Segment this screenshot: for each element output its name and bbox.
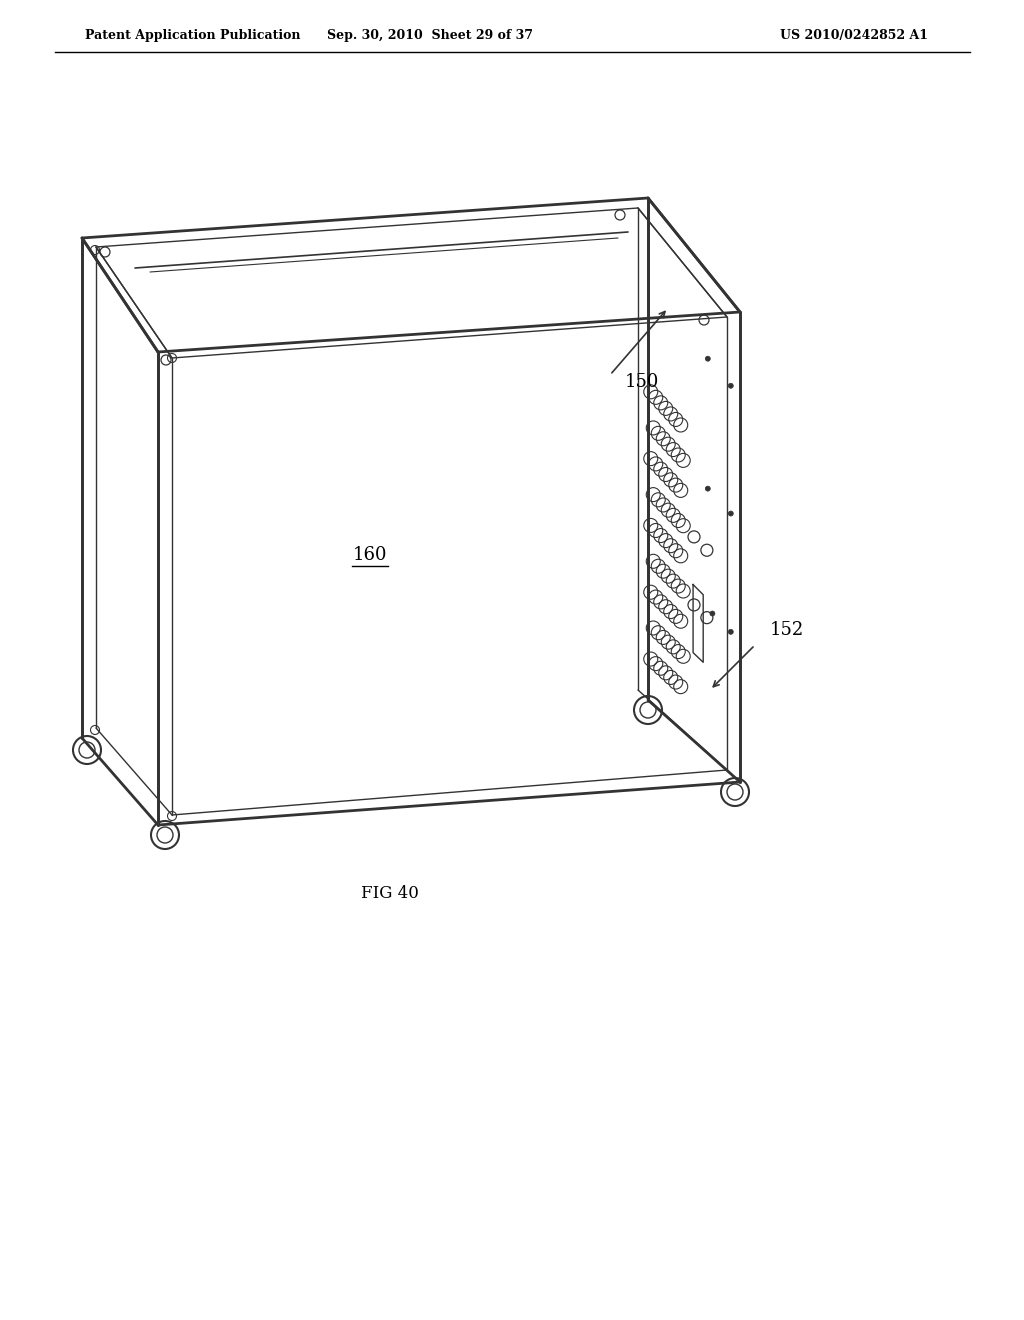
Text: 160: 160	[352, 546, 387, 564]
Text: FIG 40: FIG 40	[361, 884, 419, 902]
Circle shape	[706, 356, 711, 362]
Circle shape	[710, 611, 715, 616]
Text: US 2010/0242852 A1: US 2010/0242852 A1	[780, 29, 928, 41]
Text: Patent Application Publication: Patent Application Publication	[85, 29, 300, 41]
Circle shape	[706, 486, 711, 491]
Text: Sep. 30, 2010  Sheet 29 of 37: Sep. 30, 2010 Sheet 29 of 37	[327, 29, 534, 41]
Text: 150: 150	[625, 374, 659, 391]
Circle shape	[728, 383, 733, 388]
Circle shape	[728, 630, 733, 635]
Circle shape	[728, 511, 733, 516]
Text: 152: 152	[770, 620, 804, 639]
